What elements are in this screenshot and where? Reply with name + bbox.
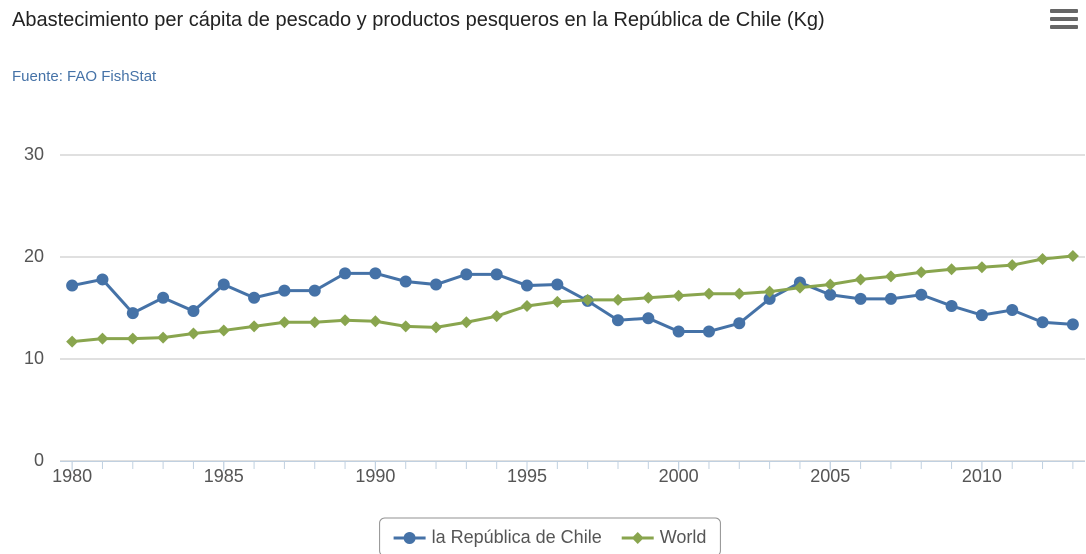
x-tick-label: 1990 [355,466,395,486]
marker [611,293,624,306]
marker [551,278,564,291]
marker [521,279,534,292]
marker [308,316,321,329]
x-tick-label: 2010 [962,466,1002,486]
marker [96,332,109,345]
marker [642,291,655,304]
x-tick-label: 1995 [507,466,547,486]
marker [763,292,776,305]
marker [1036,316,1049,329]
marker [672,325,685,338]
x-tick-label: 1980 [52,466,92,486]
legend-box [379,517,721,554]
marker [430,321,443,334]
marker [763,285,776,298]
marker [96,273,109,286]
marker [642,312,655,325]
marker [884,270,897,283]
marker [824,278,837,291]
marker [157,331,170,344]
y-tick-label: 10 [24,348,44,368]
marker [975,309,988,322]
marker [551,295,564,308]
marker [975,261,988,274]
marker [126,307,139,320]
series-line [71,271,1073,333]
x-tick-label: 2005 [810,466,850,486]
marker [733,317,746,330]
marker [581,293,594,306]
marker [460,316,473,329]
marker [278,316,291,329]
legend-marker [403,532,416,544]
marker [278,284,291,297]
legend-label: la República de Chile [432,527,602,547]
x-tick-label: 2000 [659,466,699,486]
marker [490,268,503,281]
marker [339,267,352,280]
marker [187,305,200,318]
marker [369,315,382,328]
marker [217,324,230,337]
marker [399,275,412,288]
chart-title: Abastecimiento per cápita de pescado y p… [12,9,825,31]
marker [672,289,685,302]
legend-item[interactable]: la República de Chile [393,527,602,547]
marker [702,287,715,300]
y-tick-label: 30 [24,144,44,164]
marker [793,281,806,294]
marker [430,278,443,291]
marker [460,268,473,281]
marker [915,266,928,279]
marker [66,335,79,348]
series-line [71,254,1074,344]
marker [611,314,624,327]
marker [1036,253,1049,266]
menu-button[interactable] [1050,6,1078,32]
marker [733,287,746,300]
marker [824,288,837,301]
x-tick-label: 1985 [204,466,244,486]
marker [248,320,261,333]
legend: la República de Chile World [379,517,721,554]
marker [945,299,958,312]
marker [945,263,958,276]
y-tick-label: 20 [24,246,44,266]
marker [1006,304,1019,317]
marker [1066,249,1079,262]
marker [702,325,715,338]
marker [66,279,79,292]
marker [399,320,412,333]
marker [884,292,897,305]
marker [521,299,534,312]
marker [187,327,200,340]
marker [248,291,261,304]
legend-item[interactable]: World [621,527,707,547]
marker [1066,318,1079,331]
marker [217,278,230,291]
marker [126,332,139,345]
marker [1006,259,1019,272]
legend-label: World [660,527,707,547]
marker [854,292,867,305]
marker [308,284,321,297]
marker [157,291,170,304]
marker [915,288,928,301]
marker [854,273,867,286]
marker [339,314,352,327]
y-tick-label: 0 [34,450,44,470]
marker [490,310,503,323]
marker [369,267,382,280]
legend-marker [631,532,644,544]
chart-subtitle: Fuente: FAO FishStat [12,68,157,85]
